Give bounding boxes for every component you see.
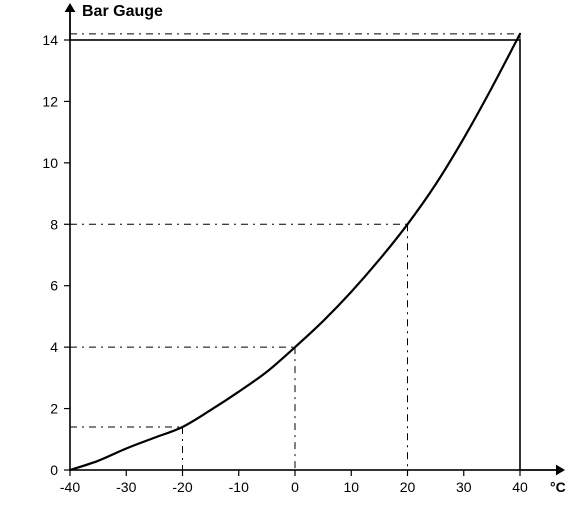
y-tick-label: 14: [42, 32, 58, 48]
line-chart: -40 -30 -20 -10 0 10 20 30 40 0 2 4 6 8 10 12 14 Bar Gaug…: [0, 0, 587, 524]
x-tick-label: 0: [291, 479, 299, 495]
chart-bg: [0, 0, 587, 524]
y-tick-label: 6: [50, 278, 58, 294]
chart-container: -40 -30 -20 -10 0 10 20 30 40 0 2 4 6 8 10 12 14 Bar Gaug…: [0, 0, 587, 524]
x-tick-label: 10: [343, 479, 359, 495]
x-axis-title: °C: [550, 479, 566, 495]
y-tick-label: 8: [50, 216, 58, 232]
x-tick-label: -20: [172, 479, 192, 495]
x-tick-label: -10: [229, 479, 249, 495]
x-tick-label: 30: [456, 479, 472, 495]
x-tick-label: 40: [512, 479, 528, 495]
y-tick-label: 2: [50, 401, 58, 417]
y-tick-label: 12: [42, 93, 58, 109]
y-tick-label: 10: [42, 155, 58, 171]
y-axis-title: Bar Gauge: [82, 3, 163, 20]
x-tick-label: 20: [400, 479, 416, 495]
y-tick-label: 4: [50, 339, 58, 355]
x-tick-label: -40: [60, 479, 80, 495]
y-tick-label: 0: [50, 462, 58, 478]
x-tick-label: -30: [116, 479, 136, 495]
